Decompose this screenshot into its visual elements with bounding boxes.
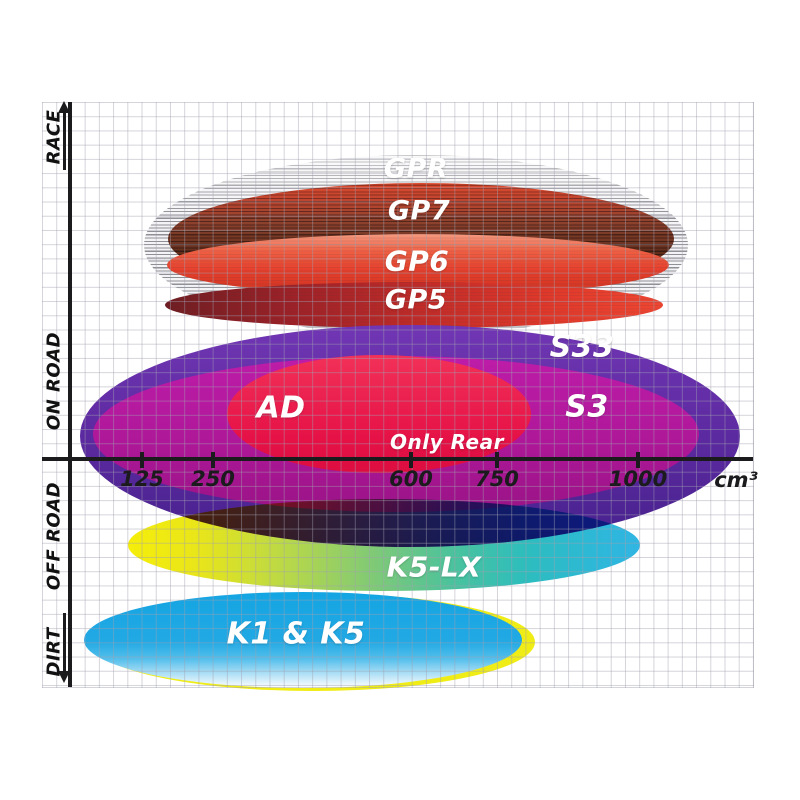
only-rear-label: Only Rear bbox=[390, 430, 504, 454]
race-arrow-line bbox=[63, 112, 66, 170]
k5lx-label: K5-LX bbox=[386, 550, 482, 584]
dirt-arrow-line bbox=[63, 613, 66, 673]
y-label-dirt: DIRT bbox=[43, 627, 65, 677]
x-axis-line bbox=[42, 457, 753, 461]
x-axis-unit-label: cm³ bbox=[714, 468, 758, 492]
x-tick-label-750: 750 bbox=[475, 467, 519, 491]
ad-label: AD bbox=[256, 390, 306, 426]
x-tick-label-125: 125 bbox=[120, 467, 164, 491]
x-tick-750 bbox=[495, 452, 499, 468]
gp5-ellipse bbox=[165, 282, 663, 328]
y-label-on-road: ON ROAD bbox=[43, 331, 65, 431]
x-tick-label-250: 250 bbox=[191, 467, 235, 491]
x-tick-label-1000: 1000 bbox=[608, 467, 668, 491]
ad-ellipse bbox=[227, 355, 531, 473]
x-tick-1000 bbox=[636, 452, 640, 468]
k5lx-ellipse bbox=[128, 499, 640, 591]
dirt-arrow-down-icon bbox=[58, 671, 70, 683]
x-tick-600 bbox=[409, 452, 413, 468]
y-label-off-road: OFF ROAD bbox=[43, 481, 65, 591]
gpr-label: GPR bbox=[383, 153, 449, 185]
gp6-label: GP6 bbox=[384, 244, 450, 278]
race-arrow-up-icon bbox=[58, 101, 70, 113]
x-tick-125 bbox=[140, 452, 144, 468]
x-tick-label-600: 600 bbox=[389, 467, 433, 491]
x-tick-250 bbox=[211, 452, 215, 468]
s3-label: S3 bbox=[565, 389, 609, 425]
k1k5-ellipse bbox=[84, 592, 522, 688]
y-axis-line bbox=[68, 102, 72, 687]
gp7-label: GP7 bbox=[387, 195, 451, 227]
plot-area: GPR GP7 GP6 GP5 S33 S3 AD Only Rear K5-L… bbox=[42, 102, 754, 691]
s33-label: S33 bbox=[549, 329, 615, 365]
k1k5-label: K1 & K5 bbox=[226, 616, 366, 652]
y-label-race: RACE bbox=[43, 109, 65, 165]
gp5-label: GP5 bbox=[384, 284, 448, 316]
